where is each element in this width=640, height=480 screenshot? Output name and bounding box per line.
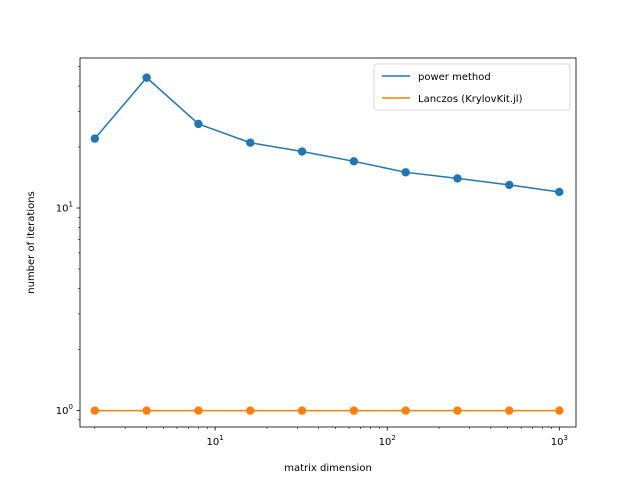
- data-point: [142, 73, 151, 82]
- data-point: [246, 138, 255, 147]
- data-point: [401, 406, 410, 415]
- data-point: [505, 180, 514, 190]
- legend-label: power method: [418, 72, 491, 83]
- legend-label: Lanczos (KrylovKit.jl): [418, 94, 523, 105]
- data-point: [297, 406, 307, 415]
- series-2: [90, 406, 564, 415]
- data-point: [401, 168, 410, 177]
- data-point: [297, 147, 307, 156]
- data-point: [194, 406, 203, 415]
- axes-frame: [79, 57, 577, 428]
- data-point: [555, 406, 564, 415]
- data-point: [90, 406, 100, 415]
- data-point: [349, 157, 359, 166]
- x-axis-label: matrix dimension: [284, 463, 372, 474]
- series-line: [94, 76, 560, 193]
- data-point: [142, 406, 151, 415]
- data-point: [349, 406, 359, 415]
- data-point: [505, 406, 514, 415]
- legend: power method Lanczos (KrylovKit.jl): [373, 63, 571, 111]
- data-point: [90, 134, 100, 143]
- data-point: [555, 187, 564, 197]
- data-point: [453, 174, 462, 183]
- plot-series: [90, 73, 564, 415]
- series-1: [90, 73, 564, 197]
- y-axis-label: number of iterations: [26, 191, 37, 293]
- data-point: [246, 406, 255, 415]
- data-point: [453, 406, 462, 415]
- legend-box: [373, 63, 571, 111]
- data-point: [194, 119, 203, 129]
